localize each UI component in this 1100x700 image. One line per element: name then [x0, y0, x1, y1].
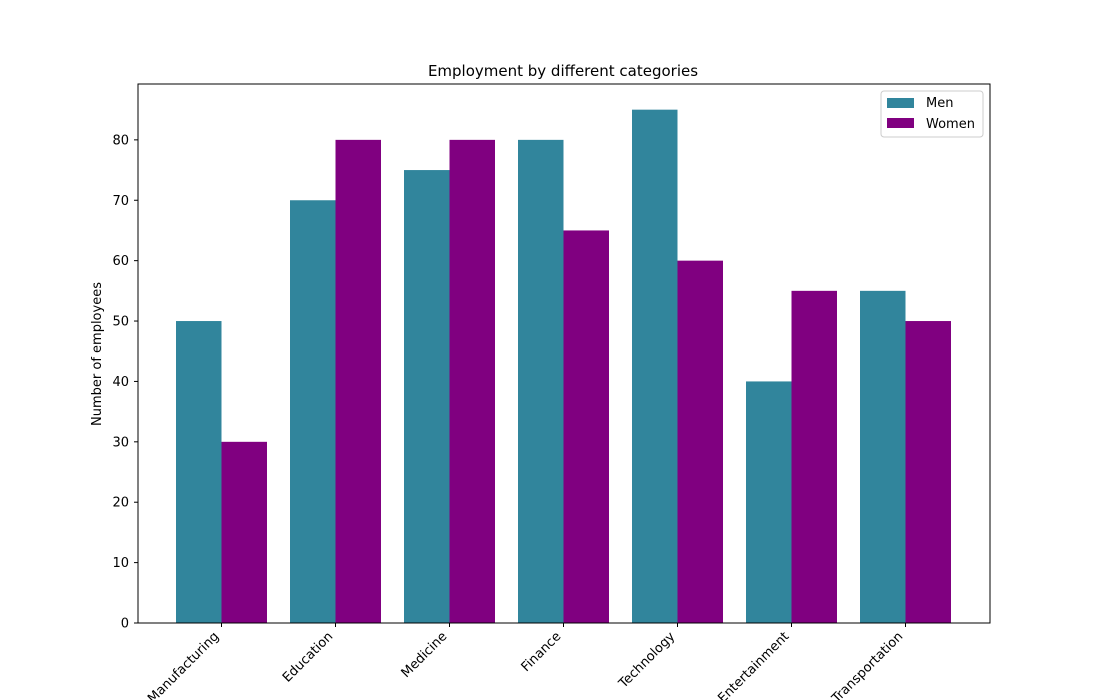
bar-men-entertainment — [746, 381, 792, 623]
legend: Men Women — [880, 90, 984, 138]
y-tick-label: 40 — [112, 375, 129, 390]
bar-men-finance — [518, 139, 564, 624]
legend-swatch-women — [887, 118, 914, 128]
bar-men-manufacturing — [176, 321, 222, 623]
bar-men-transportation — [860, 290, 906, 623]
bar-women-education — [335, 139, 381, 624]
legend-swatch-men — [887, 98, 914, 108]
bar-women-technology — [677, 260, 723, 623]
y-tick-label: 0 — [121, 617, 129, 632]
plot-frame — [137, 83, 991, 624]
y-axis-label: Number of employees — [90, 282, 105, 426]
bar-men-medicine — [404, 170, 450, 623]
bar-women-transportation — [905, 321, 951, 623]
y-tick-label: 80 — [112, 133, 129, 148]
y-tick-label: 20 — [112, 496, 129, 511]
y-tick-label: 70 — [112, 194, 129, 209]
bar-women-finance — [563, 230, 609, 623]
bar-women-entertainment — [791, 290, 837, 623]
y-tick-label: 50 — [112, 315, 129, 330]
bar-men-technology — [632, 109, 678, 624]
bar-women-manufacturing — [221, 441, 267, 623]
bars-layer — [176, 109, 951, 624]
y-tick-label: 10 — [112, 556, 129, 571]
y-tick-label: 30 — [112, 435, 129, 450]
bar-women-medicine — [449, 139, 495, 624]
chart-title: Employment by different categories — [428, 62, 698, 80]
y-tick-label: 60 — [112, 254, 129, 269]
legend-label-women: Women — [926, 117, 975, 132]
legend-label-men: Men — [926, 96, 953, 111]
bar-men-education — [290, 200, 336, 623]
